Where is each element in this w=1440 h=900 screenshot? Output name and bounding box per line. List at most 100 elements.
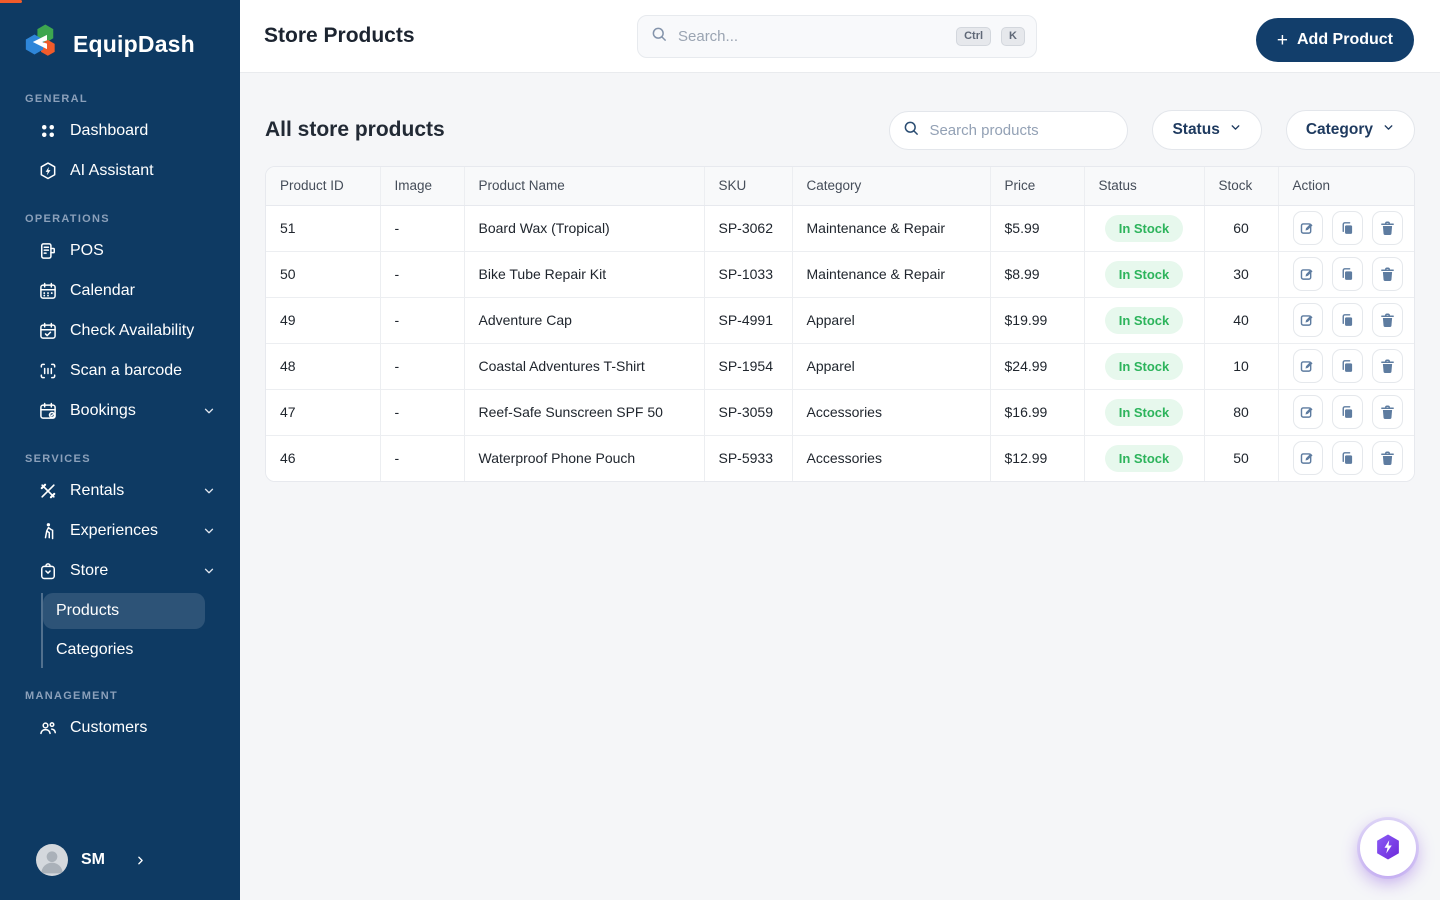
edit-button[interactable] (1292, 441, 1324, 476)
chevron-down-icon (202, 564, 216, 578)
global-search-input[interactable] (678, 28, 947, 45)
product-search-input[interactable] (929, 121, 1116, 139)
chevron-down-icon (1229, 121, 1242, 139)
chevron-down-icon (1382, 121, 1395, 139)
column-header-product-name: Product Name (464, 167, 705, 206)
global-search[interactable]: Ctrl K (637, 15, 1037, 58)
delete-button[interactable] (1372, 395, 1403, 429)
column-header-product-id: Product ID (266, 167, 381, 206)
sidebar-item-store[interactable]: Store (0, 551, 240, 591)
content: All store products Status Category (240, 73, 1440, 900)
sidebar-item-ai-assistant[interactable]: AI Assistant (0, 151, 240, 191)
sidebar-item-pos[interactable]: POS (0, 231, 240, 271)
cell-product-id: 46 (266, 435, 381, 481)
table-row: 49 - Adventure Cap SP-4991 Apparel $19.9… (266, 297, 1414, 344)
sidebar-item-customers[interactable]: Customers (0, 708, 240, 748)
avatar (36, 844, 68, 876)
sidebar-item-rentals[interactable]: Rentals (0, 471, 240, 511)
table-row: 51 - Board Wax (Tropical) SP-3062 Mainte… (266, 205, 1414, 252)
sidebar-item-scan-barcode[interactable]: Scan a barcode (0, 351, 240, 391)
edit-button[interactable] (1292, 349, 1324, 383)
cell-product-id: 47 (266, 389, 381, 436)
column-header-stock: Stock (1204, 167, 1279, 206)
duplicate-button[interactable] (1332, 395, 1364, 429)
customers-icon (38, 718, 58, 738)
section-label-management: MANAGEMENT (25, 690, 119, 702)
delete-button[interactable] (1372, 441, 1403, 476)
section-label-general: GENERAL (25, 93, 88, 105)
store-submenu: Products Categories (41, 593, 205, 668)
edit-button[interactable] (1292, 303, 1324, 337)
user-initials: SM (81, 851, 105, 868)
delete-button[interactable] (1372, 257, 1403, 291)
cell-price: $12.99 (990, 435, 1085, 481)
sidebar-item-dashboard[interactable]: Dashboard (0, 111, 240, 151)
column-header-sku: SKU (704, 167, 793, 206)
sidebar-item-experiences[interactable]: Experiences (0, 511, 240, 551)
status-badge: In Stock (1104, 214, 1184, 242)
product-search[interactable] (889, 110, 1129, 150)
edit-button[interactable] (1292, 395, 1324, 429)
sidebar-subitem-categories[interactable]: Categories (56, 641, 134, 658)
chevron-down-icon (202, 404, 216, 418)
duplicate-button[interactable] (1332, 211, 1364, 245)
sidebar-item-check-availability[interactable]: Check Availability (0, 311, 240, 351)
cell-product-id: 51 (266, 205, 381, 252)
add-product-button[interactable]: + Add Product (1255, 18, 1414, 62)
sidebar-item-bookings[interactable]: Bookings (0, 391, 240, 431)
chevron-right-icon[interactable] (134, 854, 147, 867)
topbar: Store Products Ctrl K + Add Product (240, 0, 1440, 73)
kbd-k: K (1001, 27, 1025, 46)
edit-button[interactable] (1292, 211, 1324, 245)
sidebar-item-label: Bookings (70, 402, 136, 419)
status-filter-button[interactable]: Status (1152, 110, 1262, 150)
products-table: Product ID Image Product Name SKU Category Pr… (265, 166, 1415, 482)
column-header-category: Category (792, 167, 991, 206)
cell-stock: 80 (1204, 389, 1279, 436)
duplicate-button[interactable] (1332, 257, 1364, 291)
sidebar-item-label: Store (70, 562, 109, 579)
cell-sku: SP-1033 (704, 251, 793, 298)
cell-status: In Stock (1084, 435, 1205, 481)
cell-category: Maintenance & Repair (792, 251, 991, 298)
delete-button[interactable] (1372, 211, 1403, 245)
cell-stock: 40 (1204, 297, 1279, 344)
duplicate-button[interactable] (1332, 349, 1364, 383)
main-area: Store Products Ctrl K + Add Product All … (240, 0, 1440, 900)
brand[interactable]: EquipDash (0, 0, 240, 71)
category-filter-button[interactable]: Category (1285, 110, 1415, 150)
products-toolbar: All store products Status Category (265, 73, 1415, 166)
column-header-image: Image (380, 167, 465, 206)
cell-action (1278, 251, 1414, 298)
page-title: Store Products (264, 24, 415, 47)
cell-stock: 10 (1204, 343, 1279, 390)
cell-status: In Stock (1084, 251, 1205, 298)
cell-status: In Stock (1084, 343, 1205, 390)
duplicate-button[interactable] (1332, 303, 1364, 337)
cell-action (1278, 389, 1414, 436)
sidebar-item-label: Scan a barcode (70, 362, 183, 379)
dashboard-icon (38, 121, 58, 141)
search-icon (902, 119, 920, 142)
calendar-icon (38, 281, 58, 301)
category-filter-label: Category (1305, 121, 1373, 138)
cell-action (1278, 343, 1414, 390)
user-menu[interactable]: SM (0, 826, 240, 900)
duplicate-button[interactable] (1332, 441, 1364, 476)
brand-name: EquipDash (73, 31, 195, 57)
search-icon (650, 25, 668, 48)
delete-button[interactable] (1372, 303, 1403, 337)
cell-product-name: Waterproof Phone Pouch (464, 435, 705, 481)
barcode-scan-icon (38, 361, 58, 381)
sidebar-subitem-products[interactable]: Products (43, 593, 205, 629)
cell-image: - (380, 389, 465, 436)
cell-category: Apparel (792, 297, 991, 344)
status-badge: In Stock (1104, 260, 1184, 288)
edit-button[interactable] (1292, 257, 1324, 291)
delete-button[interactable] (1372, 349, 1403, 383)
ai-assistant-fab[interactable] (1360, 820, 1416, 876)
sidebar: EquipDash GENERAL Dashboard AI Assistant… (0, 0, 240, 900)
rentals-icon (38, 481, 58, 501)
sidebar-item-calendar[interactable]: Calendar (0, 271, 240, 311)
column-header-action: Action (1278, 167, 1414, 206)
